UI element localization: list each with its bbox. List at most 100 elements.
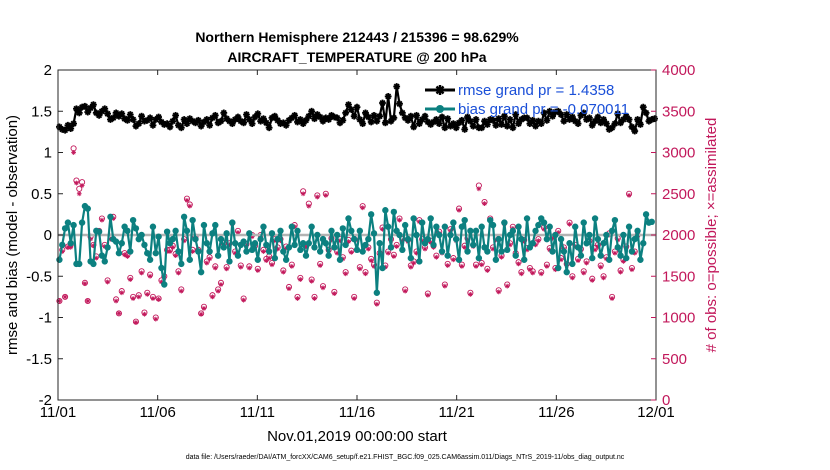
rmse-point [466, 117, 474, 125]
obs-assimilated-point [176, 270, 181, 276]
bias-point [197, 268, 205, 276]
bias-point [379, 264, 386, 272]
bias-point [231, 240, 239, 247]
rmse-point [373, 117, 381, 125]
bias-point [390, 208, 398, 216]
obs-assimilated-point [113, 298, 119, 304]
bias-point [549, 248, 556, 255]
bias-point [577, 252, 585, 259]
obs-assimilated-point [130, 296, 136, 301]
obs-assimilated-point [269, 262, 275, 268]
y-axis-right-label: # of obs: o=possible; ×=assimilated [703, 118, 720, 353]
y-axis-left: -2 -1.5 -1 -0.5 0 0.5 1 1.5 2 [26, 62, 63, 409]
obs-assimilated-point [312, 296, 317, 301]
rmse-point [512, 111, 520, 118]
bias-point [124, 227, 131, 235]
bias-point [277, 227, 284, 235]
data-file-footnote: data file: /Users/raeder/DAI/ATM_forcXX/… [186, 454, 625, 461]
obs-assimilated-point [391, 254, 397, 259]
obs-assimilated-point [385, 250, 391, 256]
rmse-point [243, 111, 250, 118]
bias-point [450, 219, 457, 226]
obs-assimilated-point [218, 282, 224, 287]
rmse-point [359, 120, 367, 128]
obs-assimilated-point [479, 262, 485, 268]
rmse-point [291, 111, 299, 119]
obs-assimilated-point [116, 310, 122, 316]
bias-point [61, 225, 69, 232]
bias-point [401, 221, 409, 229]
rmse-point [81, 102, 89, 110]
bias-point [195, 248, 202, 255]
obs-assimilated-point [144, 292, 150, 297]
bias-point [399, 246, 406, 254]
bias-point [331, 244, 338, 251]
obs-assimilated-point [127, 277, 133, 282]
obs-assimilated-point [482, 201, 487, 207]
obs-assimilated-point [575, 258, 581, 263]
obs-assimilated-point [584, 260, 589, 266]
bias-point [265, 248, 273, 255]
obs-assimilated-point [363, 271, 368, 277]
rmse-point [393, 83, 401, 90]
bias-point [642, 211, 650, 218]
obs-assimilated-point [306, 203, 312, 209]
bias-point [129, 216, 137, 224]
rmse-point [390, 114, 398, 122]
obs-assimilated-point [408, 264, 414, 270]
bias-point [552, 231, 559, 239]
legend-rmse-marker [435, 85, 445, 95]
rmse-series [56, 83, 658, 135]
obs-assimilated-point [535, 238, 541, 244]
rmse-point [421, 112, 429, 120]
bias-point [280, 248, 287, 255]
bias-point [101, 258, 108, 265]
rmse-point [217, 117, 225, 125]
obs-assimilated-point [484, 268, 490, 273]
obs-assimilated-point [476, 186, 482, 192]
obs-assimilated-point [518, 271, 524, 277]
rmse-point [407, 112, 415, 120]
obs-assimilated-point [295, 296, 300, 301]
bias-point [594, 235, 602, 243]
bias-point [169, 235, 176, 243]
rmse-point [492, 121, 500, 129]
chart-title-line1: Northern Hemisphere 212443 / 215396 = 98… [195, 29, 519, 45]
legend-bias-marker [436, 105, 444, 113]
obs-possible-point [56, 297, 63, 305]
rmse-point [546, 107, 554, 115]
x-tick-label: 11/26 [538, 404, 574, 421]
y-left-tick-label: -0.5 [26, 268, 52, 285]
bias-point [458, 223, 466, 230]
bias-point [518, 235, 525, 243]
bias-point [144, 249, 151, 257]
bias-point [521, 256, 528, 263]
bias-point [611, 216, 619, 224]
rmse-point [220, 109, 228, 117]
rmse-point [169, 117, 177, 125]
obs-assimilated-point [589, 277, 595, 283]
bias-point [566, 240, 573, 247]
obs-assimilated-point [442, 283, 448, 289]
bias-point [413, 231, 420, 239]
y-right-tick-label: 2500 [662, 186, 695, 203]
rmse-point [543, 116, 551, 124]
obs-possible-point [115, 310, 122, 317]
obs-assimilated-point [402, 288, 408, 294]
rmse-point [574, 120, 582, 128]
bias-point [90, 260, 97, 268]
bias-point [586, 231, 593, 239]
rmse-point [70, 120, 77, 128]
rmse-point [495, 115, 503, 123]
obs-assimilated-point [320, 285, 326, 291]
obs-assimilated-point [266, 255, 272, 261]
y-left-tick-label: 1.5 [31, 103, 52, 120]
bias-point [155, 233, 162, 240]
bias-point [620, 231, 627, 239]
x-tick-label: 11/01 [40, 404, 76, 421]
bias-point [617, 252, 624, 259]
bias-point [127, 248, 134, 255]
obs-assimilated-point [538, 271, 544, 277]
obs-assimilated-point [79, 183, 85, 188]
rmse-point [177, 124, 185, 132]
